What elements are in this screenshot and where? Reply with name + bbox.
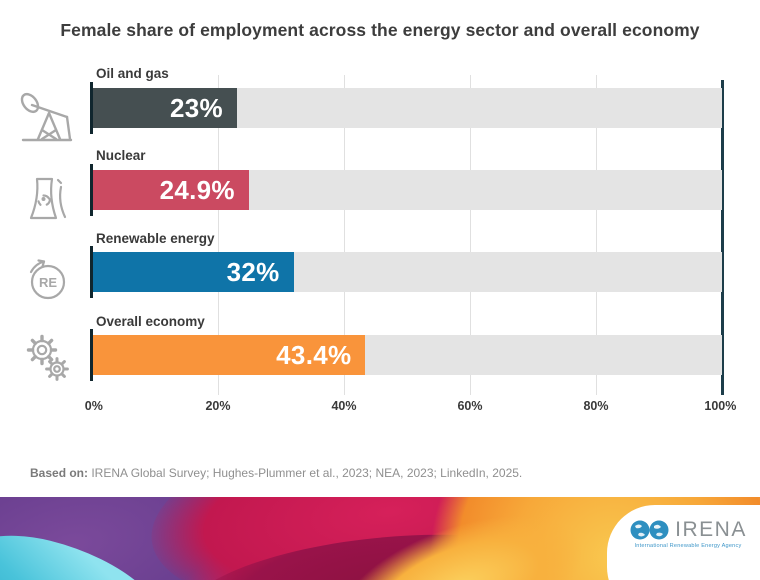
bar-start-tick bbox=[90, 246, 93, 298]
bar-value: 32% bbox=[226, 257, 280, 287]
x-tick-100: 100% bbox=[704, 399, 737, 413]
bar-value: 43.4% bbox=[276, 340, 352, 370]
irena-globes-icon bbox=[630, 520, 669, 540]
gridline-20 bbox=[218, 75, 219, 395]
irena-logo: IRENA International Renewable Energy Age… bbox=[625, 519, 751, 561]
logo-background-pill bbox=[607, 505, 760, 580]
source-text: IRENA Global Survey; Hughes-Plummer et a… bbox=[88, 466, 523, 480]
axis-line-100 bbox=[720, 80, 724, 395]
bar-start-tick bbox=[90, 82, 93, 134]
gridline-80 bbox=[596, 75, 597, 395]
renewable-energy-icon: RE bbox=[16, 248, 80, 312]
bar-chart: Oil and gas 23% Nuclear 24.9% bbox=[16, 0, 737, 430]
bar-label: Nuclear bbox=[96, 148, 146, 163]
oil-pumpjack-icon bbox=[16, 84, 80, 148]
bar-overall-economy: 43.4% bbox=[92, 335, 366, 375]
x-tick-40: 40% bbox=[331, 399, 357, 413]
svg-text:RE: RE bbox=[39, 275, 57, 290]
gridline-40 bbox=[344, 75, 345, 395]
source-prefix: Based on: bbox=[30, 466, 89, 480]
x-axis: 0% 20% 40% 60% 80% 100% bbox=[85, 399, 737, 419]
bar-value: 24.9% bbox=[159, 175, 235, 205]
logo-wordmark: IRENA bbox=[675, 518, 747, 541]
decorative-banner: IRENA International Renewable Energy Age… bbox=[0, 497, 760, 580]
bar-nuclear: 24.9% bbox=[92, 170, 249, 210]
bar-label: Oil and gas bbox=[96, 66, 169, 81]
plot-area bbox=[92, 0, 724, 430]
bar-renewable-energy: 32% bbox=[92, 252, 294, 292]
gears-icon bbox=[16, 326, 80, 390]
logo-tagline: International Renewable Energy Agency bbox=[634, 543, 742, 549]
nuclear-plant-icon bbox=[16, 166, 80, 230]
x-tick-60: 60% bbox=[457, 399, 483, 413]
bar-start-tick bbox=[90, 329, 93, 381]
bar-label: Renewable energy bbox=[96, 231, 215, 246]
bar-start-tick bbox=[90, 164, 93, 216]
bar-oil-and-gas: 23% bbox=[92, 88, 237, 128]
source-note: Based on: IRENA Global Survey; Hughes-Pl… bbox=[30, 466, 522, 480]
bar-label: Overall economy bbox=[96, 314, 205, 329]
x-tick-0: 0% bbox=[84, 399, 103, 413]
x-tick-80: 80% bbox=[583, 399, 609, 413]
gridline-60 bbox=[470, 75, 471, 395]
bar-value: 23% bbox=[169, 93, 223, 123]
x-tick-20: 20% bbox=[205, 399, 231, 413]
chart-title: Female share of employment across the en… bbox=[60, 20, 700, 40]
